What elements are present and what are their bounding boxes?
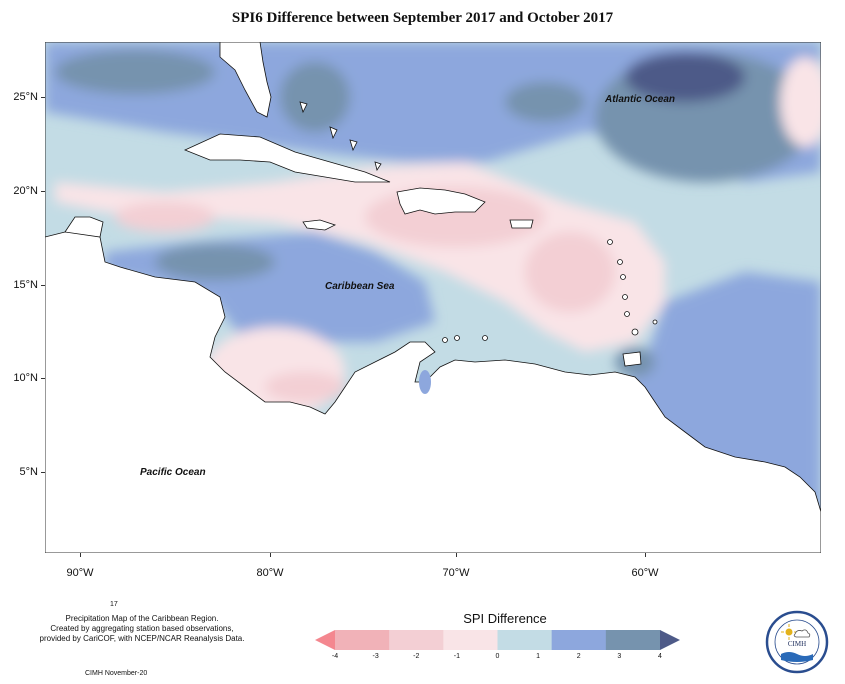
spi-zone-leeward-dry [525, 232, 615, 312]
lon-label-60w: 60°W [631, 567, 659, 579]
legend-colorbar [315, 630, 680, 650]
land-antilles-1 [607, 239, 613, 245]
land-antilles-2 [617, 259, 623, 265]
lat-label-20n: 20°N [13, 185, 38, 197]
pacific-ocean-label: Pacific Ocean [140, 467, 206, 478]
land-bahamas-4 [374, 161, 382, 171]
land-bahamas-1 [299, 101, 308, 114]
spi-zone-northeast-dry [780, 57, 821, 147]
lat-tick [41, 97, 45, 98]
lat-label-10n: 10°N [13, 372, 38, 384]
land-antilles-4 [622, 294, 628, 300]
lat-label-5n: 5°N [19, 466, 38, 478]
spi-zone-west-dry [115, 202, 215, 232]
atlantic-ocean-label: Atlantic Ocean [605, 94, 676, 105]
credit-line: Created by aggregating station based obs… [50, 624, 234, 633]
spi-map-canvas [45, 42, 821, 553]
legend-tick-label: 0 [495, 653, 500, 660]
land-bahamas-2 [329, 126, 338, 140]
land-cuba [183, 133, 391, 183]
lat-label-15n: 15°N [13, 279, 38, 291]
sun-icon [781, 624, 797, 640]
spi-zone-maracaibo [419, 370, 431, 394]
legend-swatch [389, 630, 444, 650]
land-abc-1 [442, 337, 448, 343]
cloud-icon [793, 629, 811, 638]
land-antilles-6 [631, 328, 639, 336]
legend-arrow-high [660, 630, 680, 650]
map-title: SPI6 Difference between September 2017 a… [231, 10, 614, 26]
legend-tick-label: 2 [576, 653, 581, 660]
land-abc-3 [482, 335, 488, 341]
lat-tick [41, 378, 45, 379]
lat-tick [41, 472, 45, 473]
land-barbados [652, 319, 658, 325]
land-abc-2 [454, 335, 460, 341]
logo-label: CIMH [788, 640, 806, 648]
cimh-logo: CIMH [765, 610, 829, 674]
land-florida [219, 42, 272, 118]
legend-tick-label: -3 [372, 653, 379, 660]
legend-swatch [335, 630, 390, 650]
spi-zone-bahamas [280, 62, 350, 132]
legend-tick-label: 1 [536, 653, 541, 660]
lat-tick [41, 285, 45, 286]
footer-number: 17 [110, 601, 118, 608]
credits: Precipitation Map of the Caribbean Regio… [22, 614, 262, 644]
lon-label-70w: 70°W [442, 567, 470, 579]
legend-tick-label: -4 [331, 653, 339, 660]
spi-map [45, 42, 821, 553]
spi-zone-atlantic-steel-2 [505, 82, 585, 122]
footer-date: CIMH November-20 [85, 670, 148, 677]
land-trinidad [622, 351, 642, 367]
lon-label-80w: 80°W [256, 567, 284, 579]
land-yucatan [64, 216, 104, 238]
spi-zone-gulf [55, 50, 215, 94]
land-puerto-rico [509, 219, 534, 229]
lat-tick [41, 191, 45, 192]
land-jamaica [302, 219, 337, 231]
legend-swatch [443, 630, 498, 650]
land-antilles-5 [624, 311, 630, 317]
lon-tick [456, 553, 457, 557]
land-bahamas-3 [349, 139, 358, 152]
land-antilles-3 [620, 274, 626, 280]
lon-tick [645, 553, 646, 557]
credit-line: Precipitation Map of the Caribbean Regio… [65, 614, 219, 623]
land-mainland [45, 231, 821, 553]
lon-tick [80, 553, 81, 557]
credit-line: provided by CariCOF, with NCEP/NCAR Rean… [39, 634, 245, 643]
legend-swatch [605, 630, 661, 650]
lon-label-90w: 90°W [66, 567, 94, 579]
spi-zone-atlantic-dark [625, 52, 745, 102]
lat-label-25n: 25°N [13, 91, 38, 103]
legend-swatch [551, 630, 607, 650]
caribbean-sea-label: Caribbean Sea [325, 281, 395, 292]
legend-tick-label: 4 [658, 653, 662, 660]
wave-icon [781, 652, 813, 662]
spi-zone-honduras-steel [155, 244, 275, 280]
legend-arrow-low [315, 630, 335, 650]
legend-title: SPI Difference [463, 611, 547, 626]
lon-tick [270, 553, 271, 557]
legend-tick-label: -1 [453, 653, 460, 660]
legend-tick-label: 3 [617, 653, 622, 660]
legend-swatch [497, 630, 553, 650]
land-hispaniola [396, 187, 486, 215]
legend-tick-label: -2 [413, 653, 420, 660]
spi-zone-panama-dry-2 [265, 372, 345, 402]
